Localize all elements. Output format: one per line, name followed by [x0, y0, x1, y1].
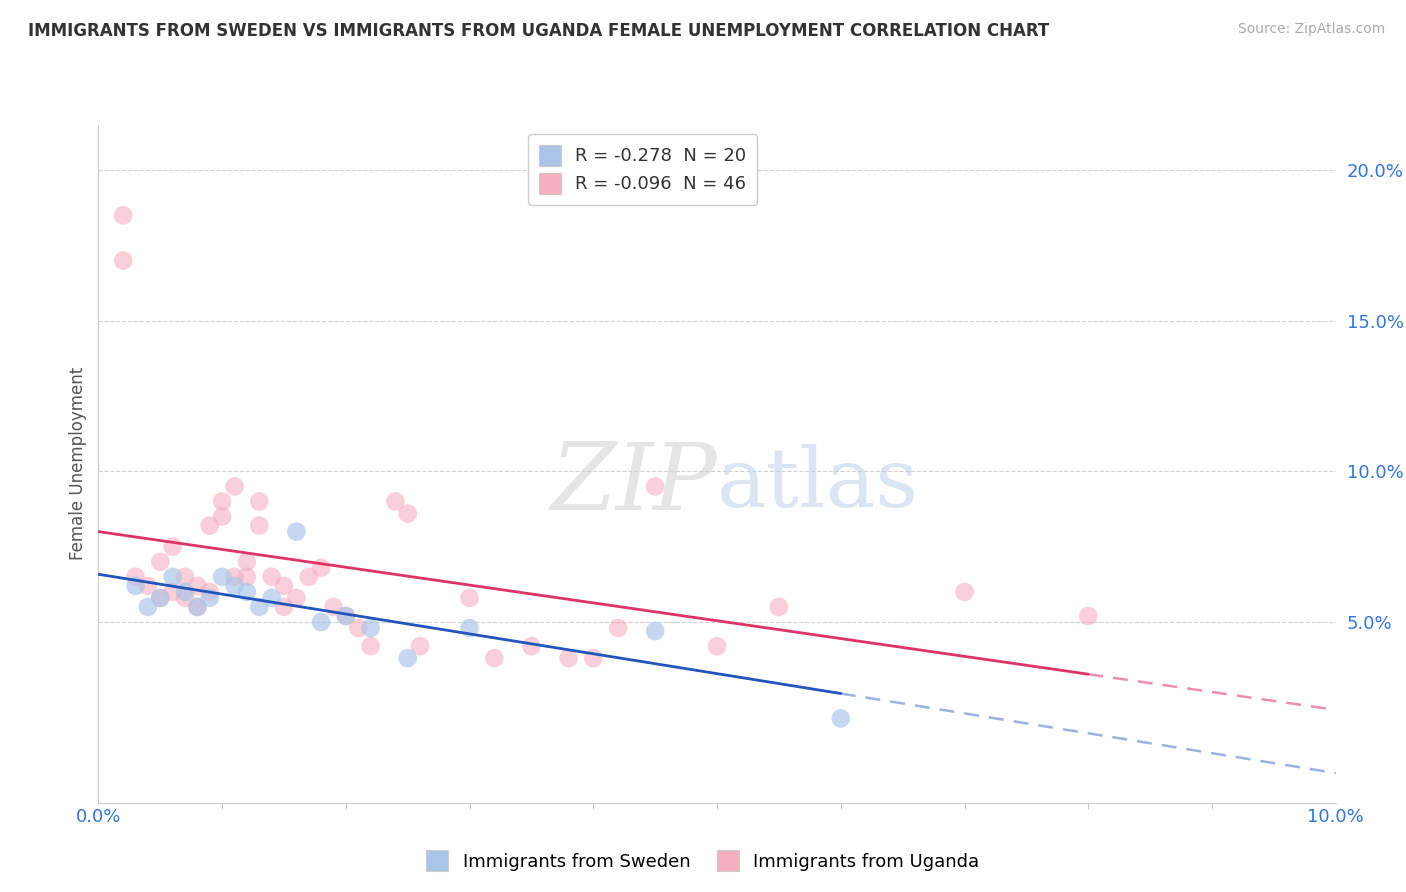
Point [186, 599, 208, 614]
Point [149, 555, 172, 569]
Point [322, 599, 344, 614]
Point [162, 540, 184, 554]
Point [768, 599, 790, 614]
Legend: Immigrants from Sweden, Immigrants from Uganda: Immigrants from Sweden, Immigrants from … [419, 843, 987, 879]
Text: IMMIGRANTS FROM SWEDEN VS IMMIGRANTS FROM UGANDA FEMALE UNEMPLOYMENT CORRELATION: IMMIGRANTS FROM SWEDEN VS IMMIGRANTS FRO… [28, 22, 1049, 40]
Point [174, 570, 197, 584]
Point [162, 570, 184, 584]
Point [607, 621, 630, 635]
Point [644, 479, 666, 493]
Point [360, 639, 382, 653]
Point [285, 524, 308, 539]
Point [236, 585, 259, 599]
Point [298, 570, 321, 584]
Point [124, 579, 146, 593]
Y-axis label: Female Unemployment: Female Unemployment [69, 368, 87, 560]
Point [409, 639, 432, 653]
Point [236, 570, 259, 584]
Point [211, 570, 233, 584]
Point [309, 615, 332, 629]
Point [335, 609, 357, 624]
Point [224, 479, 246, 493]
Point [224, 570, 246, 584]
Point [198, 591, 221, 605]
Point [236, 555, 259, 569]
Point [285, 591, 308, 605]
Point [112, 208, 135, 222]
Point [953, 585, 976, 599]
Text: atlas: atlas [717, 444, 920, 524]
Point [198, 518, 221, 533]
Point [224, 579, 246, 593]
Point [644, 624, 666, 638]
Point [136, 599, 159, 614]
Point [384, 494, 406, 508]
Point [260, 591, 283, 605]
Point [347, 621, 370, 635]
Point [174, 591, 197, 605]
Point [124, 570, 146, 584]
Text: ZIP: ZIP [550, 439, 717, 529]
Point [186, 579, 208, 593]
Point [706, 639, 728, 653]
Text: Source: ZipAtlas.com: Source: ZipAtlas.com [1237, 22, 1385, 37]
Point [198, 585, 221, 599]
Point [396, 507, 419, 521]
Point [458, 621, 481, 635]
Point [582, 651, 605, 665]
Point [112, 253, 135, 268]
Point [247, 599, 270, 614]
Point [557, 651, 579, 665]
Point [830, 711, 852, 725]
Point [273, 579, 295, 593]
Legend: R = -0.278  N = 20, R = -0.096  N = 46: R = -0.278 N = 20, R = -0.096 N = 46 [529, 134, 758, 204]
Point [273, 599, 295, 614]
Point [360, 621, 382, 635]
Point [211, 509, 233, 524]
Point [396, 651, 419, 665]
Point [247, 494, 270, 508]
Point [247, 518, 270, 533]
Point [174, 585, 197, 599]
Point [309, 561, 332, 575]
Point [149, 591, 172, 605]
Point [1077, 609, 1099, 624]
Point [162, 585, 184, 599]
Point [260, 570, 283, 584]
Point [211, 494, 233, 508]
Point [458, 591, 481, 605]
Point [335, 609, 357, 624]
Point [520, 639, 543, 653]
Point [484, 651, 506, 665]
Point [136, 579, 159, 593]
Point [186, 599, 208, 614]
Point [149, 591, 172, 605]
